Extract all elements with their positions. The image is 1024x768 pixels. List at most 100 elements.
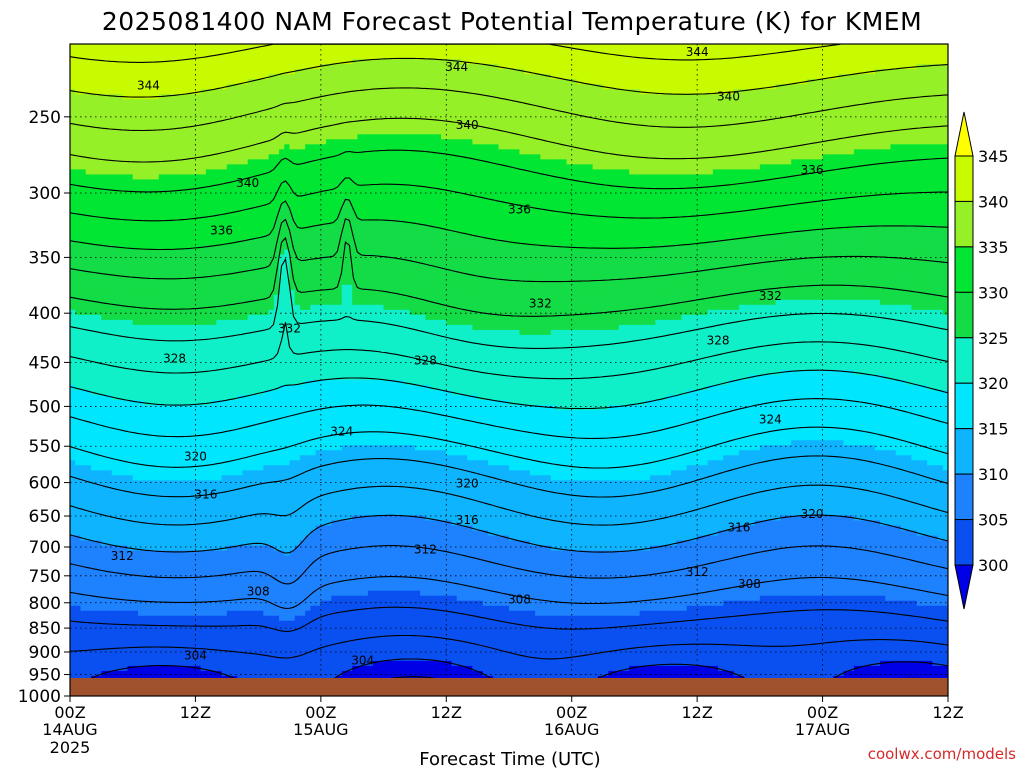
field-cell (117, 615, 123, 622)
field-cell (117, 565, 123, 572)
field-cell (195, 460, 202, 466)
field-cell (205, 470, 212, 476)
field-cell (237, 510, 244, 517)
field-cell (190, 450, 197, 456)
field-cell (96, 54, 102, 60)
field-cell (184, 510, 191, 517)
field-cell (211, 264, 217, 271)
field-cell (85, 129, 92, 135)
field-cell (96, 515, 102, 522)
field-cell (148, 279, 155, 286)
field-cell (263, 104, 270, 110)
field-cell (164, 495, 170, 501)
field-cell (158, 495, 165, 501)
field-cell (179, 415, 186, 421)
field-cell (226, 359, 233, 366)
field-cell (75, 625, 82, 632)
field-cell (96, 59, 102, 65)
field-cell (132, 79, 139, 85)
field-cell (200, 234, 207, 241)
field-cell (226, 540, 233, 547)
field-cell (205, 625, 212, 632)
field-cell (158, 359, 165, 366)
field-cell (174, 224, 181, 231)
field-cell (174, 354, 181, 361)
field-cell (263, 565, 270, 572)
field-cell (211, 385, 217, 391)
field-cell (247, 139, 254, 145)
field-cell (195, 395, 202, 401)
field-cell (143, 430, 149, 436)
field-cell (263, 440, 270, 446)
field-cell (232, 520, 238, 527)
field-cell (75, 269, 82, 276)
field-cell (106, 319, 113, 326)
field-cell (232, 620, 238, 627)
field-cell (132, 109, 139, 115)
field-cell (158, 174, 165, 181)
field-cell (216, 84, 223, 90)
field-cell (96, 480, 102, 486)
field-cell (263, 354, 270, 361)
field-cell (132, 415, 139, 421)
field-cell (179, 339, 186, 346)
field-cell (111, 179, 118, 186)
field-cell (164, 69, 170, 75)
field-cell (106, 214, 113, 221)
field-cell (237, 380, 244, 386)
field-cell (85, 284, 92, 291)
field-cell (137, 154, 144, 160)
field-cell (96, 525, 102, 532)
field-cell (205, 74, 212, 80)
field-cell (258, 435, 264, 441)
field-cell (242, 214, 249, 221)
field-cell (127, 410, 134, 416)
field-cell (237, 590, 244, 597)
field-cell (205, 390, 212, 396)
field-cell (75, 485, 82, 491)
field-cell (169, 545, 176, 552)
field-cell (85, 445, 92, 451)
field-cell (85, 339, 92, 346)
field-cell (184, 94, 191, 100)
field-cell (96, 259, 102, 266)
field-cell (96, 500, 102, 507)
field-cell (106, 445, 113, 451)
field-cell (237, 515, 244, 522)
field-cell (122, 575, 129, 582)
field-cell (179, 585, 186, 592)
field-cell (158, 234, 165, 241)
field-cell (237, 64, 244, 70)
field-cell (148, 364, 155, 371)
field-cell (247, 99, 254, 105)
field-cell (127, 284, 134, 291)
field-cell (96, 425, 102, 431)
field-cell (137, 309, 144, 316)
field-cell (96, 490, 102, 496)
field-cell (169, 645, 176, 652)
field-cell (111, 550, 118, 557)
field-cell (169, 485, 176, 491)
field-cell (101, 560, 108, 567)
field-cell (247, 455, 254, 461)
field-cell (174, 89, 181, 95)
field-cell (106, 545, 113, 552)
field-cell (75, 440, 82, 446)
field-cell (263, 605, 270, 612)
field-cell (117, 349, 123, 356)
field-cell (221, 294, 228, 301)
field-cell (258, 94, 264, 100)
field-cell (137, 344, 144, 351)
field-cell (174, 199, 181, 206)
field-cell (242, 244, 249, 251)
field-cell (237, 540, 244, 547)
field-cell (85, 249, 92, 256)
field-cell (179, 199, 186, 206)
field-cell (158, 575, 165, 582)
field-cell (232, 309, 238, 316)
field-cell (70, 395, 76, 401)
field-cell (96, 44, 102, 50)
field-cell (70, 69, 76, 75)
field-cell (247, 344, 254, 351)
field-cell (169, 605, 176, 612)
